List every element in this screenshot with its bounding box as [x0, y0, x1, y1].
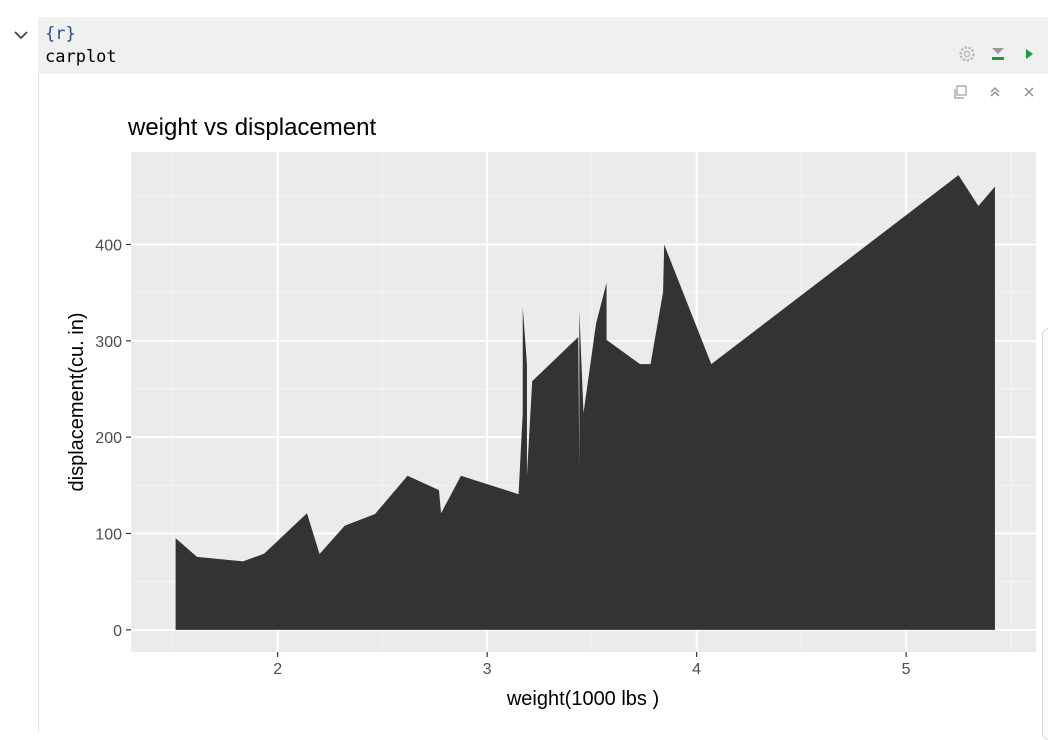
y-axis: 0 100 200 300 400: [95, 237, 131, 640]
x-axis-label: weight(1000 lbs ): [506, 688, 659, 710]
run-previous-chunks-icon[interactable]: [987, 43, 1009, 65]
area-series: [175, 175, 995, 630]
collapse-output-icon[interactable]: [985, 82, 1005, 102]
code-line: carplot: [45, 47, 117, 67]
x-tick-label: 3: [483, 661, 492, 678]
x-axis: 2 3 4 5: [273, 652, 911, 678]
x-tick-label: 2: [273, 661, 282, 678]
y-tick-label: 400: [95, 237, 122, 254]
code-editor[interactable]: {r} carplot: [38, 17, 1048, 74]
chart-title: weight vs displacement: [127, 114, 376, 141]
output-toolbar: [951, 82, 1039, 102]
y-axis-label: displacement(cu. in): [66, 313, 88, 492]
x-tick-label: 5: [902, 661, 911, 678]
x-tick-label: 4: [692, 661, 701, 678]
y-tick-label: 100: [95, 527, 122, 544]
gear-icon[interactable]: [956, 43, 978, 65]
show-in-window-icon[interactable]: [951, 82, 971, 102]
scrollbar[interactable]: [1042, 328, 1048, 740]
chunk-toolbar: [956, 43, 1040, 65]
y-tick-label: 200: [95, 430, 122, 447]
y-tick-label: 300: [95, 334, 122, 351]
chevron-down-icon[interactable]: [10, 24, 32, 46]
close-icon[interactable]: [1019, 82, 1039, 102]
y-tick-label: 0: [113, 623, 122, 640]
run-chunk-play-icon[interactable]: [1018, 43, 1040, 65]
chunk-header: {r}: [45, 24, 76, 44]
